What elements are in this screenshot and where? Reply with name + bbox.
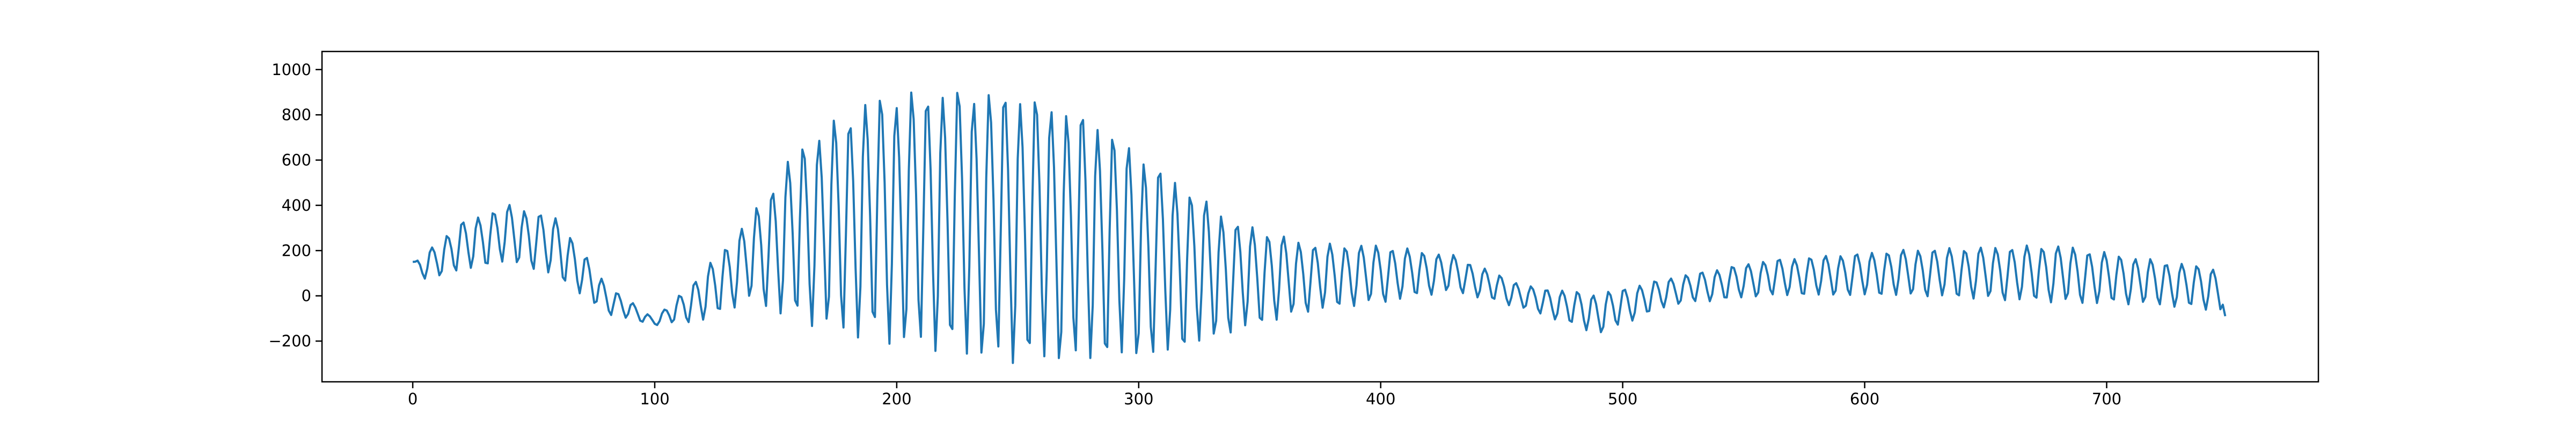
x-tick-label: 300 [1124, 390, 1153, 408]
y-tick-label: 800 [282, 106, 311, 124]
y-tick-label: 0 [302, 287, 311, 305]
x-tick-label: 500 [1608, 390, 1637, 408]
y-tick-label: −200 [268, 332, 311, 350]
x-axis: 0 100 200 300 400 500 600 700 [408, 382, 2121, 408]
x-tick-label: 400 [1366, 390, 1395, 408]
y-axis: −200 0 200 400 600 800 1000 [268, 61, 322, 350]
x-tick-label: 700 [2092, 390, 2121, 408]
y-tick-label: 600 [282, 151, 311, 169]
plot-area [412, 91, 2227, 364]
y-tick-label: 1000 [272, 61, 311, 79]
x-tick-label: 100 [640, 390, 669, 408]
x-tick-label: 600 [1850, 390, 1879, 408]
series-line [412, 91, 2227, 364]
x-tick-label: 200 [882, 390, 911, 408]
y-tick-label: 200 [282, 241, 311, 260]
y-tick-label: 400 [282, 196, 311, 214]
axes-frame [321, 50, 2319, 383]
x-tick-label: 0 [408, 390, 418, 408]
